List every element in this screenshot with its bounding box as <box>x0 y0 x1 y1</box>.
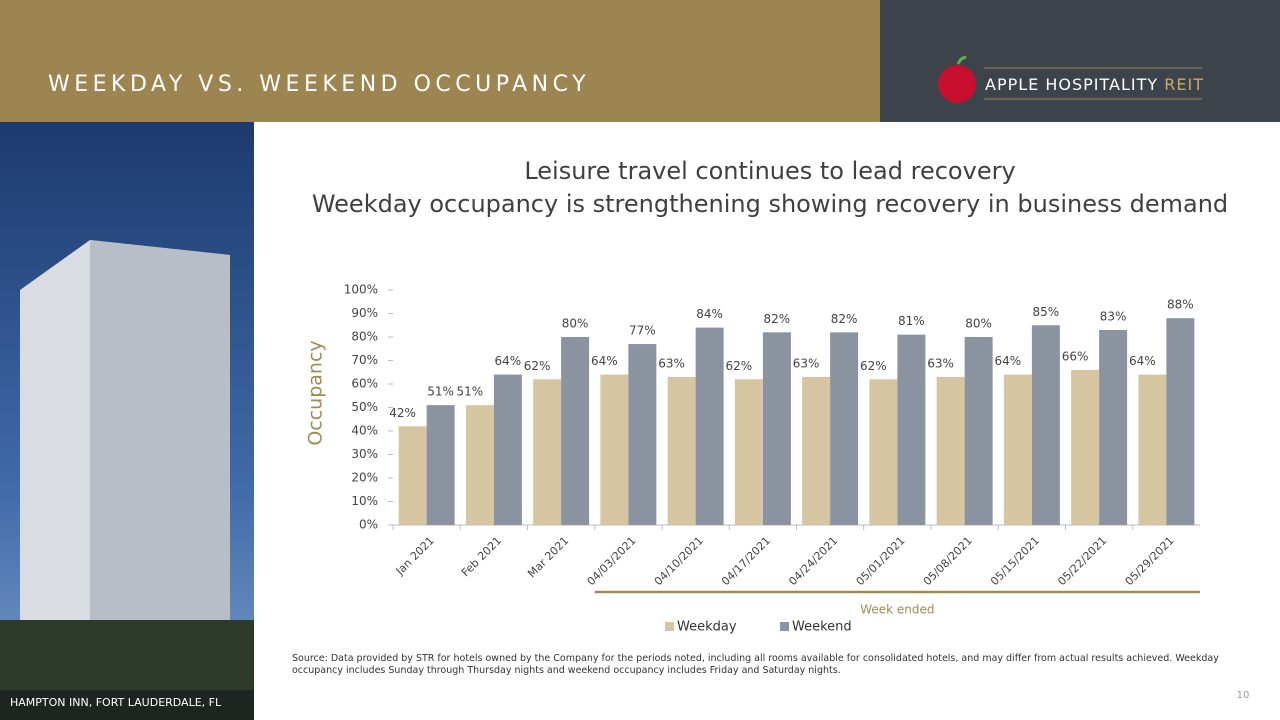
value-label: 51% <box>457 385 484 399</box>
y-tick-label: 90% <box>351 306 378 320</box>
value-label: 63% <box>793 356 820 370</box>
y-tick-label: 20% <box>351 471 378 485</box>
value-label: 80% <box>562 317 589 331</box>
value-label: 62% <box>860 359 887 373</box>
bar <box>1071 369 1100 525</box>
logo-apple <box>938 65 976 103</box>
value-label: 62% <box>726 359 753 373</box>
photo <box>0 122 254 720</box>
page-number: 10 <box>1237 690 1250 701</box>
photo-caption: HAMPTON INN, FORT LAUDERDALE, FL <box>10 696 222 709</box>
bar <box>734 379 763 525</box>
y-tick-label: 30% <box>351 447 378 461</box>
value-label: 64% <box>591 354 618 368</box>
bar <box>1003 374 1032 525</box>
header-title: WEEKDAY VS. WEEKEND OCCUPANCY <box>48 72 590 97</box>
bar <box>830 332 859 525</box>
bar <box>1031 325 1060 525</box>
logo-band <box>880 0 1280 122</box>
photo-street <box>0 690 254 720</box>
legend-label: Weekday <box>677 620 737 635</box>
photo-building-side <box>90 240 230 650</box>
value-label: 63% <box>658 356 685 370</box>
value-label: 77% <box>629 324 656 338</box>
y-tick-label: 70% <box>351 353 378 367</box>
bar <box>1166 318 1195 525</box>
value-label: 83% <box>1100 309 1127 323</box>
bar <box>600 374 629 525</box>
bar <box>869 379 898 525</box>
bar <box>695 327 724 525</box>
x-tick-label: 05/15/2021 <box>988 534 1042 588</box>
x-tick-label: 04/03/2021 <box>585 534 639 588</box>
y-axis-label: Occupancy <box>305 340 327 445</box>
y-tick-label: 0% <box>359 518 378 532</box>
bar <box>561 337 590 525</box>
bar <box>493 374 522 525</box>
y-tick-label: 50% <box>351 400 378 414</box>
header-band <box>0 0 880 122</box>
chart-subtitle: Weekday occupancy is strengthening showi… <box>312 190 1228 218</box>
chart-title: Leisure travel continues to lead recover… <box>524 157 1015 185</box>
bracket-label: Week ended <box>860 603 934 617</box>
x-tick-label: 05/08/2021 <box>921 534 975 588</box>
y-tick-label: 40% <box>351 424 378 438</box>
y-tick-label: 80% <box>351 330 378 344</box>
value-label: 88% <box>1167 298 1194 312</box>
bar <box>762 332 791 525</box>
x-tick-label: 05/22/2021 <box>1055 534 1109 588</box>
bar <box>533 379 562 525</box>
value-label: 82% <box>831 312 858 326</box>
value-label: 80% <box>965 317 992 331</box>
x-tick-label: Jan 2021 <box>393 534 437 578</box>
x-tick-label: 04/17/2021 <box>719 534 773 588</box>
bar <box>667 376 696 525</box>
logo: APPLE HOSPITALITY REIT <box>938 56 1204 103</box>
bar <box>465 405 494 525</box>
y-tick-label: 100% <box>344 283 378 297</box>
bar <box>398 426 427 525</box>
bar <box>936 376 965 525</box>
value-label: 64% <box>1129 354 1156 368</box>
value-label: 66% <box>1062 349 1089 363</box>
value-label: 63% <box>927 356 954 370</box>
y-tick-label: 60% <box>351 377 378 391</box>
value-label: 84% <box>696 307 723 321</box>
bar <box>426 405 455 525</box>
legend-swatch <box>665 622 674 631</box>
value-label: 82% <box>764 312 791 326</box>
value-label: 64% <box>495 354 522 368</box>
value-label: 51% <box>427 385 454 399</box>
x-tick-label: 05/29/2021 <box>1123 534 1177 588</box>
logo-leaf <box>956 56 967 65</box>
x-tick-label: 05/01/2021 <box>854 534 908 588</box>
value-label: 62% <box>524 359 551 373</box>
logo-name: APPLE HOSPITALITY <box>985 75 1158 94</box>
bar <box>628 344 657 525</box>
logo-accent: REIT <box>1164 75 1204 94</box>
value-label: 85% <box>1033 305 1060 319</box>
bar <box>1099 329 1128 525</box>
x-tick-label: Feb 2021 <box>459 534 504 579</box>
x-tick-label: 04/10/2021 <box>652 534 706 588</box>
source-note: Source: Data provided by STR for hotels … <box>292 653 1219 676</box>
legend-swatch <box>780 622 789 631</box>
value-label: 64% <box>995 354 1022 368</box>
bar <box>897 334 926 525</box>
x-tick-label: 04/24/2021 <box>786 534 840 588</box>
bar <box>964 337 993 525</box>
legend-label: Weekend <box>792 620 852 635</box>
bar <box>1138 374 1167 525</box>
value-label: 42% <box>389 406 416 420</box>
logo-text: APPLE HOSPITALITY REIT <box>985 75 1204 94</box>
value-label: 81% <box>898 314 925 328</box>
y-tick-label: 10% <box>351 494 378 508</box>
bar <box>802 376 831 525</box>
x-tick-label: Mar 2021 <box>525 534 571 580</box>
